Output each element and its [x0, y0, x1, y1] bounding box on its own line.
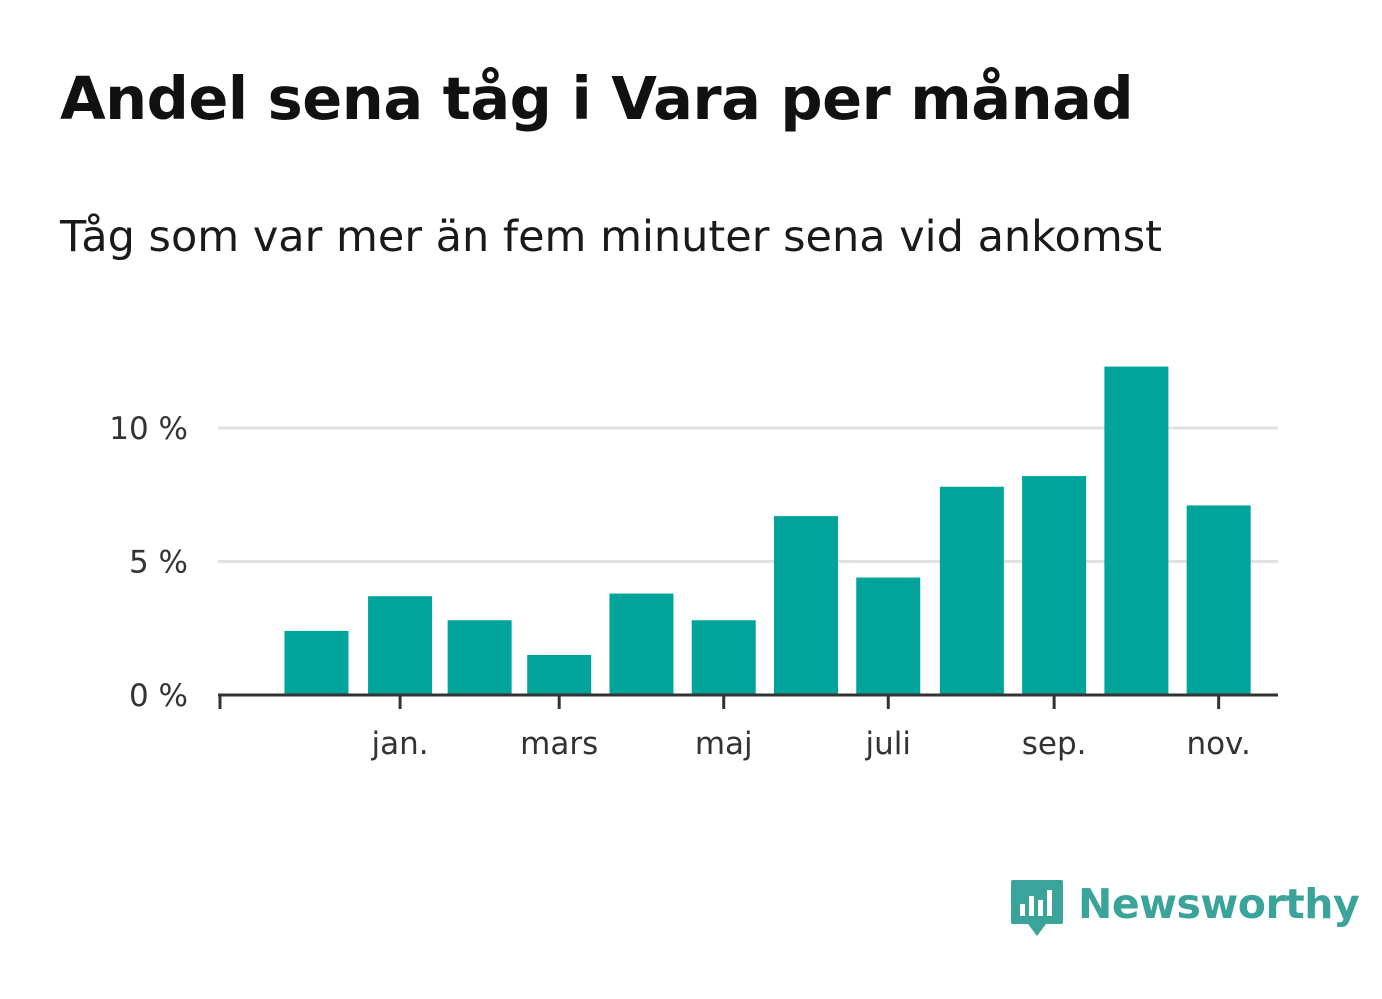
y-tick-label: 0 % [129, 678, 188, 714]
x-tick-label: maj [695, 726, 753, 762]
grid-lines [218, 426, 1278, 563]
x-tick-label: sep. [1022, 726, 1087, 762]
chart-title: Andel sena tåg i Vara per månad [60, 64, 1134, 133]
bar-2023-07 [856, 577, 921, 695]
bar-2023-10 [1104, 366, 1169, 695]
bar-2023-02 [447, 620, 512, 695]
bar-2023-09 [1022, 476, 1087, 695]
bar-2022-12 [284, 630, 349, 695]
x-tick-label: nov. [1186, 726, 1250, 762]
bars [284, 366, 1251, 695]
x-axis-labels: jan. mars maj juli sep. nov. [370, 726, 1250, 762]
bar-2023-11 [1186, 505, 1251, 695]
bar-2023-04 [609, 593, 674, 695]
bar-2023-05 [691, 620, 756, 695]
bar-2023-06 [773, 516, 838, 695]
y-tick-label: 5 % [129, 545, 188, 581]
bar-2023-03 [527, 654, 592, 695]
x-tick-label: jan. [370, 726, 428, 762]
x-tick-label: juli [865, 726, 912, 762]
bar-2023-01 [368, 596, 433, 695]
y-axis-labels: 0 % 5 % 10 % [109, 411, 188, 714]
y-tick-label: 10 % [109, 411, 188, 447]
bar-2023-08 [939, 486, 1004, 695]
brand-logo: Newsworthy [1010, 878, 1360, 940]
x-tick-label: mars [520, 726, 598, 762]
brand-name: Newsworthy [1078, 880, 1360, 928]
x-axis [218, 693, 1278, 709]
chart-subtitle: Tåg som var mer än fem minuter sena vid … [60, 212, 1163, 262]
bar-chart-speech-bubble-icon [1011, 880, 1063, 936]
